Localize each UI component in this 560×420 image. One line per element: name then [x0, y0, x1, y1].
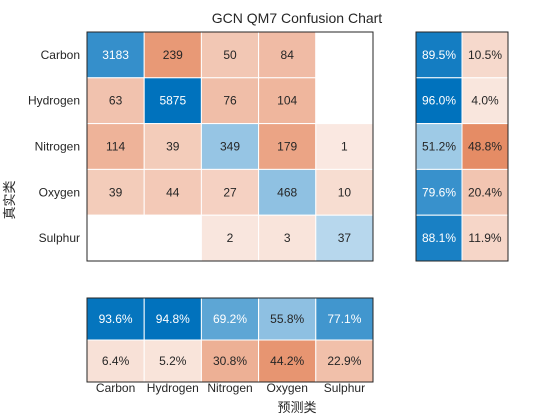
matrix-cell-value: 39: [109, 185, 123, 199]
column-summary-value: 69.2%: [213, 312, 247, 326]
column-summary-value: 30.8%: [213, 354, 247, 368]
column-summary-correct-cell: [258, 297, 317, 341]
column-label: Oxygen: [267, 381, 308, 395]
column-summary-value: 6.4%: [102, 354, 130, 368]
y-axis-label: 真实类: [2, 180, 17, 219]
column-label: Sulphur: [324, 381, 365, 395]
row-summary-incorrect-cell: [461, 168, 509, 216]
row-summary-incorrect-cell: [461, 214, 509, 262]
column-summary-value: 55.8%: [270, 312, 304, 326]
matrix-cell-value: 114: [106, 140, 125, 154]
column-summary-incorrect-cell: [143, 339, 202, 383]
matrix-cell: [258, 168, 317, 216]
row-label: Sulphur: [39, 231, 80, 245]
matrix-cell-value: 2: [227, 231, 234, 245]
row-label: Carbon: [41, 48, 80, 62]
column-summary-incorrect-cell: [258, 339, 317, 383]
matrix-cell: [86, 31, 145, 79]
row-summary-value: 89.5%: [422, 48, 456, 62]
matrix-cell: [258, 77, 317, 125]
matrix-cell: [143, 123, 202, 170]
row-summary-border: [415, 31, 509, 262]
matrix-cell-value: 349: [220, 140, 240, 154]
matrix-cell-value: 1: [341, 140, 348, 154]
column-summary: 93.6% 94.8% 69.2% 55.8% 77.1% 6.4% 5.2% 30.8% 44…: [86, 297, 374, 383]
row-summary-correct-cell: [415, 214, 463, 262]
row-labels: Carbon Hydrogen Nitrogen Oxygen Sulphur: [28, 48, 80, 245]
row-summary-correct-cell: [415, 123, 463, 170]
row-summary-value: 96.0%: [422, 94, 456, 108]
column-label: Carbon: [96, 381, 135, 395]
matrix-cell-value: 10: [338, 185, 352, 199]
chart-title: GCN QM7 Confusion Chart: [212, 10, 383, 26]
matrix-cell-value: 37: [338, 231, 352, 245]
row-label: Nitrogen: [35, 140, 80, 154]
matrix-cell-value: 179: [277, 140, 297, 154]
row-label: Hydrogen: [28, 94, 80, 108]
matrix-cell: [86, 214, 145, 262]
column-summary-value: 94.8%: [156, 312, 190, 326]
row-summary-value: 88.1%: [422, 231, 456, 245]
row-summary-incorrect-cell: [461, 123, 509, 170]
matrix-cell-value: 468: [277, 185, 297, 199]
row-summary-value: 51.2%: [422, 140, 456, 154]
column-label: Nitrogen: [207, 381, 252, 395]
row-summary-value: 11.9%: [468, 231, 501, 245]
matrix-cell-value: 3183: [102, 48, 129, 62]
matrix-cell-value: 3: [284, 231, 291, 245]
column-summary-value: 93.6%: [99, 312, 133, 326]
column-summary-incorrect-cell: [86, 339, 145, 383]
row-summary-value: 20.4%: [468, 185, 502, 199]
column-labels: Carbon Hydrogen Nitrogen Oxygen Sulphur: [96, 381, 365, 395]
matrix-cell: [315, 214, 374, 262]
matrix-cell: [258, 214, 317, 262]
matrix-cell-value: 5875: [159, 94, 186, 108]
confusion-matrix: 3183 239 50 84 63 5875 76 104 114 39 349 179 1 39 44 27…: [86, 31, 374, 262]
matrix-cell-value: 104: [277, 94, 297, 108]
matrix-cell-value: 63: [109, 94, 123, 108]
matrix-cell: [315, 168, 374, 216]
matrix-cell: [258, 123, 317, 170]
matrix-cell: [200, 168, 260, 216]
matrix-cell-value: 27: [223, 185, 237, 199]
matrix-cell: [315, 77, 374, 125]
x-axis-label: 预测类: [277, 400, 316, 415]
matrix-cell: [143, 214, 202, 262]
row-summary: 89.5% 10.5% 96.0% 4.0% 51.2% 48.8% 79.6% 20.4% 8…: [415, 31, 509, 262]
matrix-cell: [315, 31, 374, 79]
column-summary-value: 44.2%: [270, 354, 304, 368]
matrix-cell: [86, 168, 145, 216]
matrix-cell-value: 44: [166, 185, 180, 199]
matrix-cell: [200, 214, 260, 262]
row-summary-value: 4.0%: [471, 94, 499, 108]
column-summary-border: [86, 297, 374, 383]
matrix-cell-value: 50: [223, 48, 237, 62]
row-summary-value: 48.8%: [468, 140, 502, 154]
matrix-cell-value: 76: [223, 94, 237, 108]
row-summary-value: 79.6%: [422, 185, 456, 199]
column-label: Hydrogen: [147, 381, 199, 395]
matrix-cell: [143, 77, 202, 125]
matrix-cell-value: 239: [163, 48, 183, 62]
matrix-cell: [143, 31, 202, 79]
row-label: Oxygen: [39, 185, 80, 199]
column-summary-value: 22.9%: [327, 354, 361, 368]
column-summary-value: 77.1%: [327, 312, 361, 326]
matrix-cell-value: 39: [166, 140, 180, 154]
row-summary-value: 10.5%: [468, 48, 502, 62]
matrix-cell-value: 84: [281, 48, 295, 62]
column-summary-value: 5.2%: [159, 354, 187, 368]
matrix-border: [86, 31, 374, 262]
